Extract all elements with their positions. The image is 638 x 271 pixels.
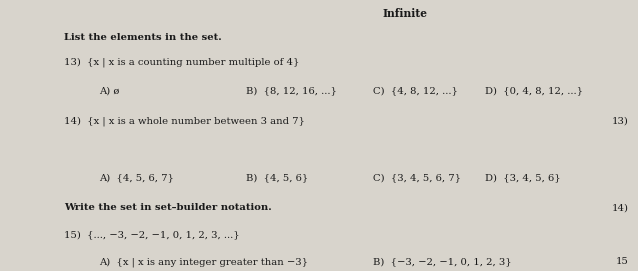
Text: B)  {−3, −2, −1, 0, 1, 2, 3}: B) {−3, −2, −1, 0, 1, 2, 3}	[373, 257, 512, 266]
Text: C)  {3, 4, 5, 6, 7}: C) {3, 4, 5, 6, 7}	[373, 173, 461, 182]
Text: 14): 14)	[611, 203, 628, 212]
Text: D)  {3, 4, 5, 6}: D) {3, 4, 5, 6}	[485, 173, 561, 182]
Text: 15: 15	[616, 257, 628, 266]
Text: 13): 13)	[612, 117, 628, 125]
Text: A) ø: A) ø	[99, 87, 119, 96]
Text: C)  {4, 8, 12, ...}: C) {4, 8, 12, ...}	[373, 87, 458, 96]
Text: A)  {x | x is any integer greater than −3}: A) {x | x is any integer greater than −3…	[99, 257, 308, 267]
Text: A)  {4, 5, 6, 7}: A) {4, 5, 6, 7}	[99, 173, 174, 182]
Text: 13)  {x | x is a counting number multiple of 4}: 13) {x | x is a counting number multiple…	[64, 57, 299, 67]
Text: Infinite: Infinite	[383, 8, 428, 19]
Text: 14)  {x | x is a whole number between 3 and 7}: 14) {x | x is a whole number between 3 a…	[64, 117, 305, 126]
Text: List the elements in the set.: List the elements in the set.	[64, 33, 221, 41]
Text: B)  {8, 12, 16, ...}: B) {8, 12, 16, ...}	[246, 87, 336, 96]
Text: B)  {4, 5, 6}: B) {4, 5, 6}	[246, 173, 308, 182]
Text: Write the set in set–builder notation.: Write the set in set–builder notation.	[64, 203, 272, 212]
Text: 15)  {..., −3, −2, −1, 0, 1, 2, 3, ...}: 15) {..., −3, −2, −1, 0, 1, 2, 3, ...}	[64, 230, 239, 239]
Text: D)  {0, 4, 8, 12, ...}: D) {0, 4, 8, 12, ...}	[485, 87, 583, 96]
